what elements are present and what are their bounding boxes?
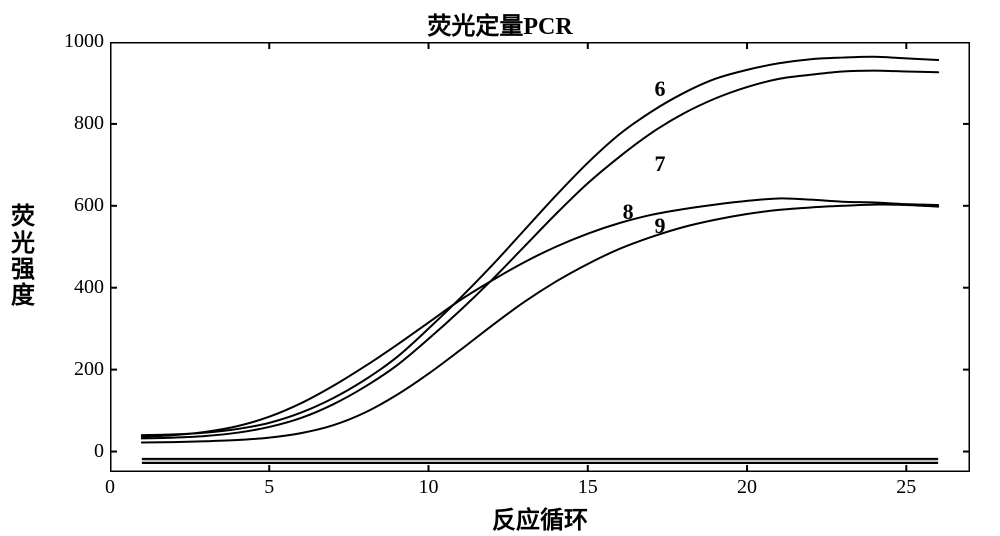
x-tick-label: 10 [409, 476, 449, 499]
axis-box [111, 43, 970, 472]
y-tick-label: 800 [74, 112, 104, 135]
x-tick-label: 0 [90, 476, 130, 499]
y-tick-label: 200 [74, 358, 104, 381]
y-axis-label-char: 荧 [8, 204, 38, 230]
chart-container: 荧光定量PCR 荧光强度 反应循环 0 5 10 15 20 25 0 200 400 600 80… [0, 0, 1000, 536]
y-tick-label: 0 [94, 440, 104, 463]
curve-8 [142, 198, 938, 436]
x-tick-label: 5 [249, 476, 289, 499]
y-axis-label-char: 光 [8, 231, 38, 257]
x-axis-label: 反应循环 [110, 500, 970, 535]
y-tick-label: 600 [74, 194, 104, 217]
plot-svg [110, 42, 970, 472]
curve-6-label: 6 [654, 76, 665, 102]
y-axis-label-char: 度 [8, 283, 38, 309]
x-tick-label: 20 [727, 476, 767, 499]
y-axis-label: 荧光强度 [8, 204, 38, 310]
plot-area [110, 42, 970, 472]
y-axis-label-char: 强 [8, 257, 38, 283]
y-tick-label: 400 [74, 276, 104, 299]
curve-6 [142, 57, 938, 435]
x-tick-label: 15 [568, 476, 608, 499]
curve-8-label: 8 [623, 199, 634, 225]
curve-9 [142, 205, 938, 443]
curve-9-label: 9 [654, 213, 665, 239]
y-tick-label: 1000 [64, 30, 104, 53]
curve-7-label: 7 [654, 151, 665, 177]
x-tick-label: 25 [886, 476, 926, 499]
chart-title: 荧光定量PCR [0, 6, 1000, 41]
